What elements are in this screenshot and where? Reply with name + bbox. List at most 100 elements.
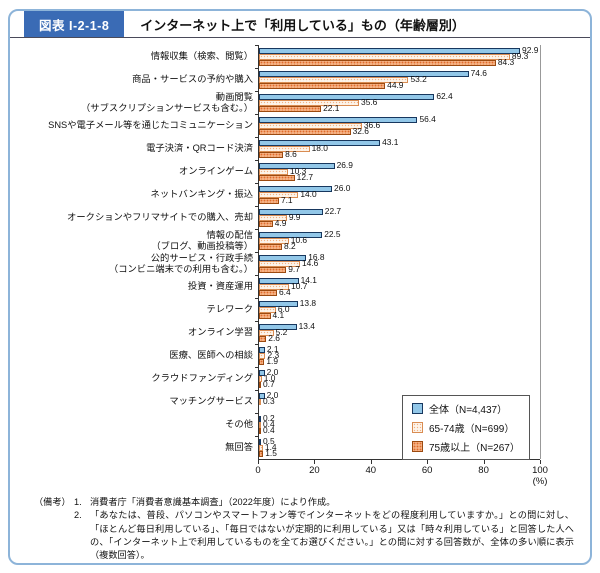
bar-group: 22.7 9.9 4.9 [255,205,540,229]
value-label: 18.0 [311,143,328,154]
value-label: 5.2 [275,327,288,338]
category-label: 医療、医師への相談 [169,350,253,361]
bar-line: 1.9 [259,357,540,366]
value-label: 10.7 [291,281,308,292]
bar-line: 2.1 [259,345,540,354]
bar-line: 10.7 [259,281,540,292]
bar-series-0 [259,323,297,330]
y-axis-tick [255,251,259,253]
bar-series-2 [259,174,295,181]
chart-row: マッチングサービス 2.0 0.3 [10,389,590,413]
value-label: 32.6 [352,126,369,137]
chart-row: 商品・サービスの予約や購入 74.6 53.2 44.9 [10,67,590,91]
bar-series-0 [259,300,298,307]
x-axis-tick [370,460,372,464]
bar-line: 10.3 [259,167,540,176]
bar-series-0 [259,47,521,54]
bar-line: 53.2 [259,74,540,85]
bar-group: 13.4 5.2 2.6 [255,320,540,344]
bar-line: 4.1 [259,311,540,320]
bar-line: 36.6 [259,120,540,131]
value-label: 44.9 [387,80,404,91]
value-label: 92.9 [522,45,539,56]
value-label: 1.4 [264,442,277,453]
value-label: 0.3 [263,396,275,407]
value-label: 36.6 [363,120,381,131]
footnote-item-text: 消費者庁「消費者意識基本調査」（2022年度）により作成。 [90,497,336,507]
value-label: 4.9 [274,218,287,229]
bar-group: 2.0 1.0 0.7 [255,366,540,390]
footnote: （備考） 1. 消費者庁「消費者意識基本調査」（2022年度）により作成。 2.… [34,496,574,563]
value-label: 2.6 [268,333,280,344]
bar-line: 2.0 [259,368,540,377]
footnote-item-number: 1. [74,497,82,507]
value-label: 14.6 [302,258,319,269]
bar-line: 10.6 [259,236,540,245]
x-axis-tick [483,460,485,464]
chart-row: 動画閲覧 （サブスクリプションサービスも含む。） 62.4 35.6 22.1 [10,90,590,114]
footnote-item: 1. 消費者庁「消費者意識基本調査」（2022年度）により作成。 [74,496,574,509]
bar-line: 6.0 [259,305,540,314]
bar-series-0 [259,139,381,146]
category-label: オンライン学習 [187,327,253,338]
category-label: 商品・サービスの予約や購入 [132,74,253,85]
bar-series-1 [259,191,299,198]
bar-series-1 [259,421,261,428]
value-label: 26.9 [336,160,353,171]
legend: 全体（N=4,437） 65-74歳（N=699） 75歳以上（N=267） [402,395,530,460]
bar-series-1 [259,444,263,451]
y-axis-tick [255,67,259,69]
bar-line: 92.9 [259,45,540,56]
bar-group: 0.5 1.4 1.5 [255,435,540,459]
value-label: 22.1 [323,103,340,114]
gridline-100pct [540,45,541,459]
bar-line: 7.1 [259,196,540,205]
bar-line: 2.6 [259,333,540,344]
y-axis-tick [255,159,259,161]
category-label: SNSや電子メール等を通じたコミュニケーション [48,120,253,131]
bar-line: 4.9 [259,218,540,229]
figure-title: インターネット上で「利用している」もの（年齢層別） [140,18,465,33]
bar-series-2 [259,82,386,89]
chart-row: 電子決済・QRコード決済 43.1 18.0 8.6 [10,136,590,160]
bar-series-2 [259,289,277,296]
bar-line: 5.2 [259,327,540,338]
value-label: 53.2 [410,74,427,85]
bar-series-0 [259,415,261,422]
chart-row: オンラインゲーム 26.9 10.3 12.7 [10,159,590,183]
bar-line: 56.4 [259,115,540,124]
bar-series-0 [259,254,307,261]
bar-group: 74.6 53.2 44.9 [255,67,540,91]
bar-line: 26.9 [259,160,540,171]
bar-group: 43.1 18.0 8.6 [255,136,540,160]
bar-group: 2.0 0.3 [255,389,540,413]
bar-line: 16.8 [259,253,540,262]
y-axis-tick [255,297,259,299]
y-axis-tick [255,90,259,92]
x-axis-tick-label: 20 [309,465,320,476]
category-label: テレワーク [206,304,254,315]
x-axis-tick-label: 80 [478,465,489,476]
bar-line: 0.4 [259,420,540,429]
y-axis-tick [255,343,259,345]
value-label: 8.2 [284,241,296,252]
chart-row: 情報の配信 （ブログ、動画投稿等） 22.5 10.6 8.2 [10,228,590,252]
bar-series-2 [259,266,287,273]
bar-line: 0.2 [259,414,540,423]
category-label: 動画閲覧 （サブスクリプションサービスも含む。） [81,92,253,113]
bar-line: 9.9 [259,213,540,222]
category-label: 無回答 [225,442,253,453]
bar-line: 1.0 [259,373,540,384]
bar-series-1 [259,53,510,60]
legend-label: 65-74歳（N=699） [429,424,515,435]
chart-row: 公的サービス・行政手続 （コンビニ端末での利用も含む。） 16.8 14.6 9.7 [10,251,590,275]
y-axis-tick [255,136,259,138]
plot-rows: 情報収集（検索、閲覧） 92.9 89.3 84.3 商品・サービスの予約や購入 74.6… [10,44,590,459]
y-axis-tick [255,389,259,391]
bar-line: 1.5 [259,449,540,458]
chart-row: その他 0.2 0.4 0.4 [10,412,590,436]
y-axis-tick [255,320,259,322]
bar-group: 14.1 10.7 6.4 [255,274,540,298]
bar-line: 13.4 [259,322,540,331]
value-label: 1.0 [263,373,276,384]
